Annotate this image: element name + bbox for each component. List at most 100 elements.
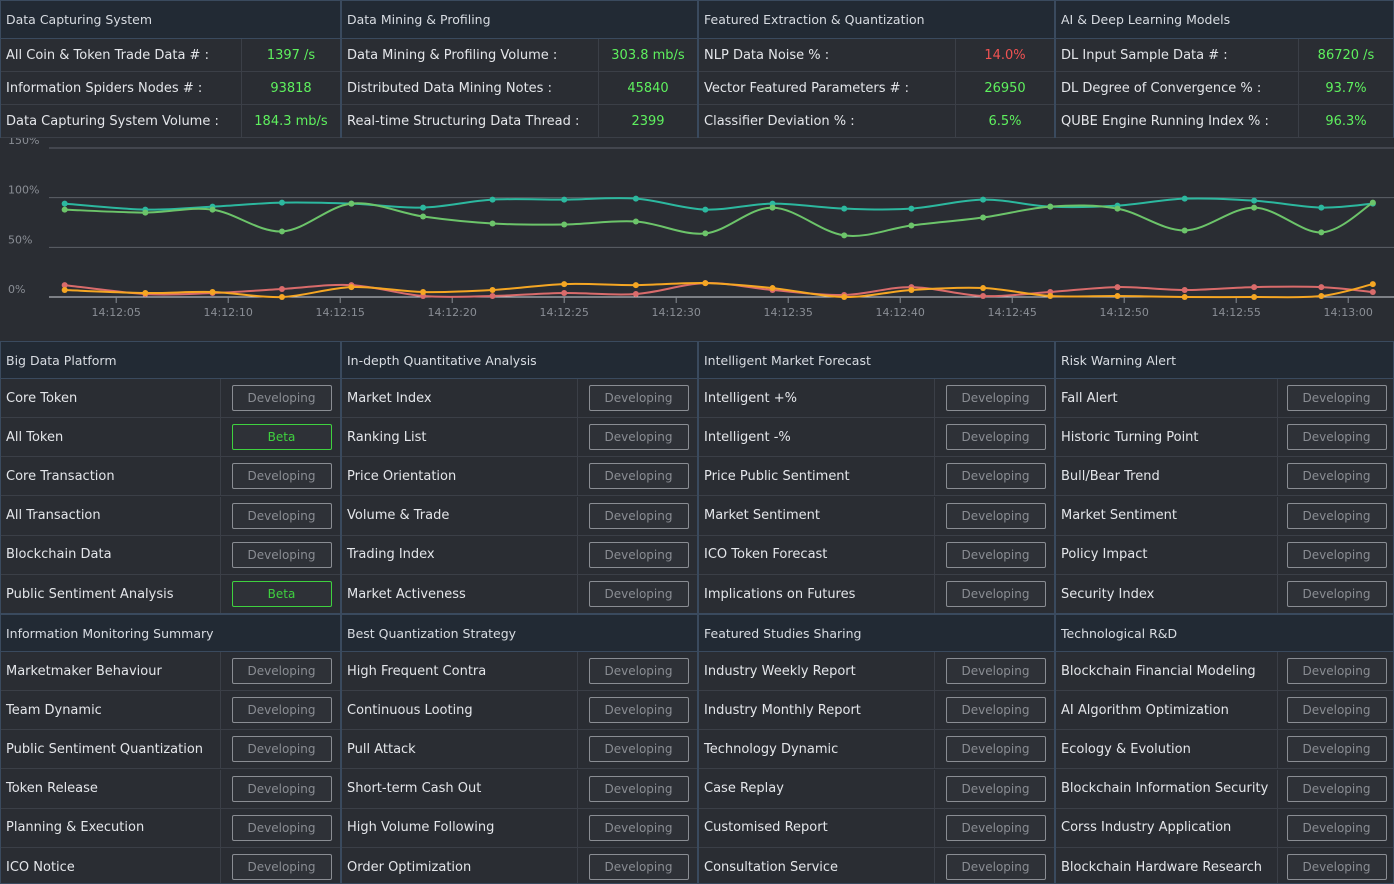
module-label: Pull Attack xyxy=(347,741,416,757)
status-button[interactable]: Developing xyxy=(1286,658,1387,684)
status-button[interactable]: Developing xyxy=(231,736,332,763)
module-row: Consultation Service Developing xyxy=(699,848,1054,883)
status-button[interactable]: Developing xyxy=(588,385,689,411)
status-button[interactable]: Developing xyxy=(231,814,332,841)
data-point xyxy=(841,232,848,239)
module-label: Technology Dynamic xyxy=(704,741,839,757)
module-label: Ecology & Evolution xyxy=(1061,741,1191,757)
status-button[interactable]: Developing xyxy=(945,854,1046,880)
status-button[interactable]: Developing xyxy=(231,502,332,529)
module-row: Implications on Futures Developing xyxy=(699,575,1054,613)
button-cell: Developing xyxy=(577,575,697,613)
module-label: High Volume Following xyxy=(347,820,495,836)
status-button[interactable]: Developing xyxy=(588,736,689,763)
stat-row: DL Degree of Convergence % : 93.7% xyxy=(1056,72,1393,105)
data-point xyxy=(1251,284,1258,291)
module-label: Market Sentiment xyxy=(704,508,821,524)
status-button[interactable]: Developing xyxy=(1286,502,1387,529)
status-button[interactable]: Developing xyxy=(231,541,332,568)
x-tick-label: 14:12:30 xyxy=(651,306,700,319)
status-button[interactable]: Developing xyxy=(1286,463,1387,490)
status-button[interactable]: Developing xyxy=(1286,697,1387,724)
status-button[interactable]: Developing xyxy=(945,502,1046,529)
module-label: Planning & Execution xyxy=(6,820,145,836)
status-button[interactable]: Developing xyxy=(231,385,332,411)
button-cell: Developing xyxy=(934,575,1054,613)
status-button[interactable]: Developing xyxy=(588,581,689,607)
module-row: AI Algorithm Optimization Developing xyxy=(1056,691,1393,731)
status-button[interactable]: Developing xyxy=(588,658,689,684)
module-label: Marketmaker Behaviour xyxy=(6,663,162,679)
status-button[interactable]: Developing xyxy=(945,775,1046,802)
button-cell: Beta xyxy=(220,418,340,457)
stat-value: 93818 xyxy=(241,72,340,104)
status-button[interactable]: Developing xyxy=(945,697,1046,724)
button-cell: Developing xyxy=(934,496,1054,535)
module-title: Technological R&D xyxy=(1056,615,1393,652)
data-point xyxy=(561,196,568,203)
data-point xyxy=(278,294,285,300)
data-point xyxy=(420,289,427,296)
status-button[interactable]: Developing xyxy=(945,385,1046,411)
status-button[interactable]: Developing xyxy=(588,502,689,529)
module-row: Public Sentiment Analysis Beta xyxy=(1,575,340,613)
x-tick-label: 14:12:45 xyxy=(987,306,1036,319)
status-button[interactable]: Developing xyxy=(588,775,689,802)
data-point xyxy=(1047,203,1054,210)
button-cell: Developing xyxy=(577,691,697,730)
status-button[interactable]: Developing xyxy=(945,814,1046,841)
stat-value: 45840 xyxy=(598,72,697,104)
module-label: Price Orientation xyxy=(347,468,457,484)
status-button[interactable]: Developing xyxy=(1286,581,1387,607)
data-point xyxy=(489,287,496,294)
status-button[interactable]: Beta xyxy=(231,581,332,607)
button-cell: Beta xyxy=(220,575,340,613)
module-title: Intelligent Market Forecast xyxy=(699,342,1054,379)
status-button[interactable]: Developing xyxy=(231,463,332,490)
status-button[interactable]: Developing xyxy=(945,541,1046,568)
status-button[interactable]: Developing xyxy=(588,463,689,490)
status-button[interactable]: Developing xyxy=(231,775,332,802)
data-point xyxy=(1318,293,1325,300)
status-button[interactable]: Developing xyxy=(231,854,332,880)
status-button[interactable]: Developing xyxy=(945,581,1046,607)
module-row: Token Release Developing xyxy=(1,769,340,809)
status-button[interactable]: Developing xyxy=(231,697,332,724)
module-label: Blockchain Information Security xyxy=(1061,781,1269,797)
status-button[interactable]: Developing xyxy=(945,736,1046,763)
status-button[interactable]: Developing xyxy=(1286,854,1387,880)
data-point xyxy=(1318,204,1325,211)
module-row: Continuous Looting Developing xyxy=(342,691,697,731)
x-tick-label: 14:12:55 xyxy=(1211,306,1260,319)
status-button[interactable]: Developing xyxy=(1286,424,1387,451)
x-tick-label: 14:12:15 xyxy=(315,306,364,319)
data-point xyxy=(632,195,639,202)
status-button[interactable]: Developing xyxy=(945,463,1046,490)
module-row: All Token Beta xyxy=(1,418,340,458)
button-cell: Developing xyxy=(220,457,340,496)
module-panel: Risk Warning Alert Fall Alert Developing Hi… xyxy=(1055,341,1394,614)
status-button[interactable]: Developing xyxy=(588,814,689,841)
status-button[interactable]: Developing xyxy=(1286,775,1387,802)
status-button[interactable]: Developing xyxy=(588,541,689,568)
module-label: Ranking List xyxy=(347,429,427,445)
module-title: Best Quantization Strategy xyxy=(342,615,697,652)
status-button[interactable]: Developing xyxy=(1286,385,1387,411)
button-cell: Developing xyxy=(1277,379,1393,417)
status-button[interactable]: Beta xyxy=(231,424,332,451)
data-point xyxy=(1251,197,1258,204)
module-label: Token Release xyxy=(6,781,98,797)
status-button[interactable]: Developing xyxy=(945,658,1046,684)
status-button[interactable]: Developing xyxy=(1286,736,1387,763)
status-button[interactable]: Developing xyxy=(945,424,1046,451)
module-label: High Frequent Contra xyxy=(347,663,487,679)
module-label: Bull/Bear Trend xyxy=(1061,468,1160,484)
status-button[interactable]: Developing xyxy=(588,697,689,724)
status-button[interactable]: Developing xyxy=(1286,814,1387,841)
status-button[interactable]: Developing xyxy=(231,658,332,684)
module-row: High Volume Following Developing xyxy=(342,808,697,848)
status-button[interactable]: Developing xyxy=(588,854,689,880)
module-row: Market Sentiment Developing xyxy=(699,496,1054,536)
status-button[interactable]: Developing xyxy=(1286,541,1387,568)
status-button[interactable]: Developing xyxy=(588,424,689,451)
